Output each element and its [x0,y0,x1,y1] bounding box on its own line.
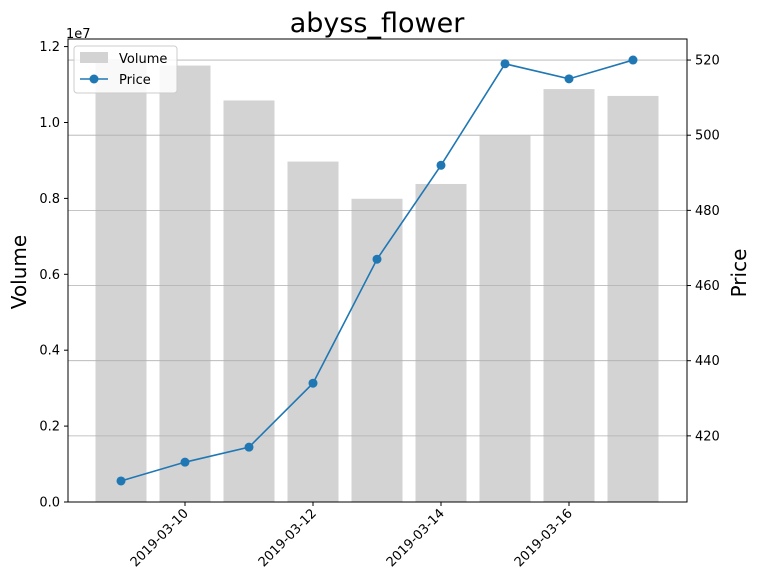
volume-bar [287,161,339,502]
left-tick-label: 0.2 [39,420,60,435]
right-tick-label: 480 [695,204,720,219]
left-tick-label: 0.4 [39,344,60,359]
right-tick-label: 520 [695,54,720,69]
plot-frame [67,38,688,503]
x-tick-label: 2019-03-16 [512,506,576,570]
right-axis-label: Price [727,249,751,298]
volume-bar [543,89,595,502]
volume-bar [351,198,403,502]
price-line [116,55,638,486]
legend-volume-swatch [80,52,108,63]
price-point [180,457,190,467]
x-tick-label: 2019-03-12 [256,506,320,570]
axes-frame [67,38,688,503]
x-tick-label: 2019-03-14 [384,506,448,570]
left-tick-label: 0.6 [39,268,60,283]
right-tick-label: 420 [695,429,720,444]
price-point [308,378,318,388]
price-point [116,476,126,486]
legend: Volume Price [73,45,178,94]
left-tick-label: 0.0 [39,496,60,511]
right-tick-label: 460 [695,279,720,294]
legend-price-label: Price [119,73,151,88]
legend-price-swatch-marker [89,74,99,84]
left-tick-label: 1.2 [39,40,60,55]
volume-bar [415,183,467,502]
price-point [564,74,574,84]
volume-bars [95,61,659,502]
volume-bar [223,100,275,502]
price-point [628,55,638,65]
right-tick-label: 500 [695,129,720,144]
right-tick-label: 440 [695,354,720,369]
price-point [244,442,254,452]
left-tick-label: 0.8 [39,192,60,207]
price-point [372,254,382,264]
left-axis-multiplier: 1e7 [66,27,91,42]
left-tick-label: 1.0 [39,116,60,131]
left-axis-label: Volume [7,235,31,309]
price-point [436,160,446,170]
volume-bar [159,65,211,502]
volume-bar [95,61,147,502]
volume-bar [479,135,531,502]
volume-bar [607,95,659,502]
chart-title: abyss_flower [290,8,466,39]
legend-volume-label: Volume [119,52,167,67]
price-point [500,59,510,69]
x-tick-label: 2019-03-10 [128,506,192,570]
